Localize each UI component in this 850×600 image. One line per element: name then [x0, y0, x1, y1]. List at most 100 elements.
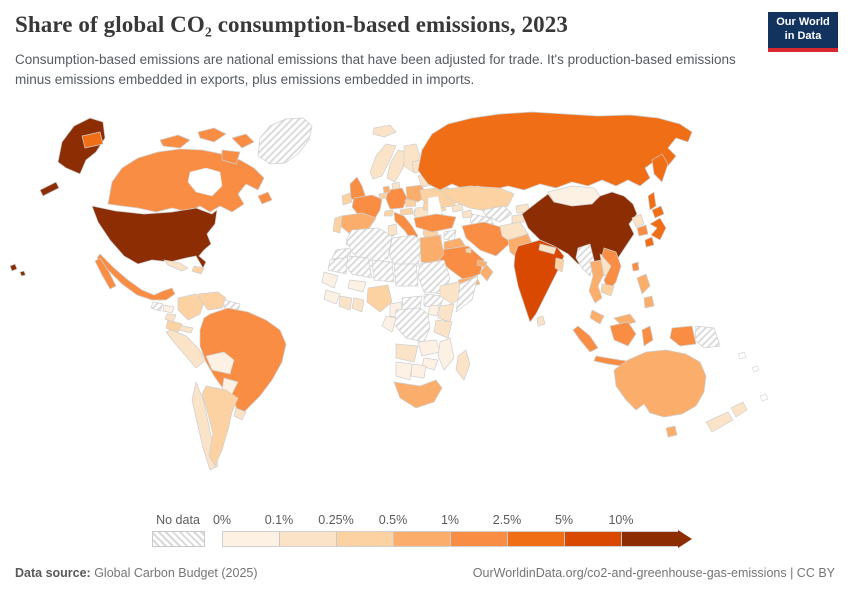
country-dominican-republic[interactable]	[191, 265, 205, 275]
country-botswana[interactable]	[410, 363, 427, 379]
country-somalia[interactable]	[455, 275, 479, 313]
owid-logo-line2: in Data	[784, 30, 822, 42]
country-tunisia[interactable]	[387, 223, 398, 237]
legend-segment[interactable]	[451, 532, 508, 546]
country-ghana[interactable]	[351, 297, 365, 313]
country-senegal[interactable]	[321, 271, 339, 289]
country-mali[interactable]	[345, 255, 373, 279]
country-guinea[interactable]	[323, 289, 341, 305]
country-zambia[interactable]	[417, 339, 441, 357]
data-source-text: Data source: Global Carbon Budget (2025)	[15, 566, 258, 586]
country-united-states[interactable]	[9, 117, 218, 277]
legend-segment[interactable]	[394, 532, 451, 546]
country-myanmar[interactable]	[575, 243, 595, 277]
country-azerbaijan[interactable]	[461, 209, 473, 219]
country-mozambique[interactable]	[437, 337, 455, 371]
country-new-zealand[interactable]	[705, 401, 748, 433]
country-north-korea[interactable]	[631, 213, 645, 228]
country-uganda[interactable]	[427, 304, 440, 317]
legend-bar	[222, 531, 678, 547]
country-netherlands[interactable]	[382, 185, 391, 194]
country-cambodia[interactable]	[600, 283, 615, 297]
attribution-text[interactable]: OurWorldinData.org/co2-and-greenhouse-ga…	[472, 566, 835, 580]
country-iceland[interactable]	[372, 124, 397, 138]
country-niger[interactable]	[371, 259, 395, 283]
country-colombia[interactable]	[177, 293, 205, 321]
country-papua-new-guinea[interactable]	[694, 325, 721, 349]
country-ireland[interactable]	[341, 192, 353, 206]
legend-segment[interactable]	[223, 532, 280, 546]
country-bangladesh[interactable]	[554, 257, 565, 273]
country-switzerland[interactable]	[383, 209, 394, 217]
legend-segment[interactable]	[565, 532, 622, 546]
country-mauritania[interactable]	[327, 256, 349, 275]
owid-logo[interactable]: Our World in Data	[768, 12, 838, 52]
country-austria[interactable]	[399, 207, 414, 216]
country-angola[interactable]	[395, 343, 419, 363]
country-venezuela[interactable]	[197, 291, 227, 311]
country-oman[interactable]	[479, 263, 494, 282]
owid-logo-line1: Our World	[776, 16, 830, 29]
country-nepal[interactable]	[538, 243, 557, 255]
country-japan[interactable]	[644, 205, 667, 248]
legend-tick-label: 5%	[554, 513, 574, 527]
country-malaysia[interactable]	[589, 309, 637, 327]
legend-segment[interactable]	[508, 532, 565, 546]
country-sri-lanka[interactable]	[536, 315, 546, 327]
country-bolivia[interactable]	[205, 351, 235, 375]
country-australia[interactable]	[613, 349, 707, 438]
country-kuwait[interactable]	[465, 247, 472, 254]
legend-segment[interactable]	[337, 532, 394, 546]
country-peru[interactable]	[165, 329, 207, 369]
country-sweden[interactable]	[386, 149, 407, 183]
country-dr-congo[interactable]	[393, 307, 431, 343]
country-uruguay[interactable]	[233, 407, 247, 421]
country-congo[interactable]	[381, 315, 397, 333]
legend-no-data-swatch[interactable]	[152, 531, 205, 547]
country-taiwan[interactable]	[631, 261, 640, 272]
country-belgium[interactable]	[378, 192, 387, 200]
country-guatemala[interactable]	[150, 301, 164, 312]
country-honduras[interactable]	[162, 304, 175, 314]
country-namibia[interactable]	[395, 361, 413, 381]
country-libya[interactable]	[388, 234, 423, 269]
country-philippines[interactable]	[636, 273, 655, 309]
legend-tick-label: 10%	[608, 513, 634, 527]
country-nigeria[interactable]	[366, 284, 393, 313]
country-united-arab-emirates[interactable]	[476, 259, 488, 268]
data-source-label: Data source:	[15, 566, 91, 580]
country-russia-west-tip[interactable]	[81, 131, 104, 149]
country-kenya[interactable]	[437, 303, 455, 323]
country-india[interactable]	[513, 239, 565, 323]
legend-segment[interactable]	[622, 532, 678, 546]
country-tanzania[interactable]	[433, 319, 453, 339]
country-burkina-faso[interactable]	[347, 279, 367, 293]
country-portugal[interactable]	[332, 215, 343, 234]
country-turkey[interactable]	[413, 213, 457, 233]
country-greenland[interactable]	[257, 117, 313, 165]
country-madagascar[interactable]	[455, 349, 471, 381]
country-canada[interactable]	[107, 127, 273, 213]
country-mexico[interactable]	[94, 253, 176, 301]
country-tajikistan[interactable]	[511, 213, 525, 224]
country-south-korea[interactable]	[636, 224, 649, 237]
country-georgia[interactable]	[451, 203, 464, 213]
country-chad[interactable]	[393, 263, 419, 287]
country-uzbekistan[interactable]	[481, 205, 513, 223]
country-egypt[interactable]	[419, 234, 445, 265]
legend-tick-label: 0.25%	[318, 513, 354, 527]
legend-segment[interactable]	[280, 532, 337, 546]
country-ivory-coast[interactable]	[338, 295, 353, 311]
legend-no-data-label: No data	[156, 513, 200, 527]
country-brazil[interactable]	[199, 307, 287, 417]
country-kazakhstan[interactable]	[439, 185, 515, 213]
country-germany[interactable]	[385, 187, 408, 210]
country-argentina[interactable]	[201, 385, 239, 467]
country-iran[interactable]	[461, 221, 510, 257]
country-thailand[interactable]	[588, 259, 605, 304]
country-norway[interactable]	[369, 143, 397, 180]
country-cuba[interactable]	[163, 259, 189, 272]
country-south-africa[interactable]	[393, 379, 443, 409]
legend-arrow	[678, 530, 692, 548]
